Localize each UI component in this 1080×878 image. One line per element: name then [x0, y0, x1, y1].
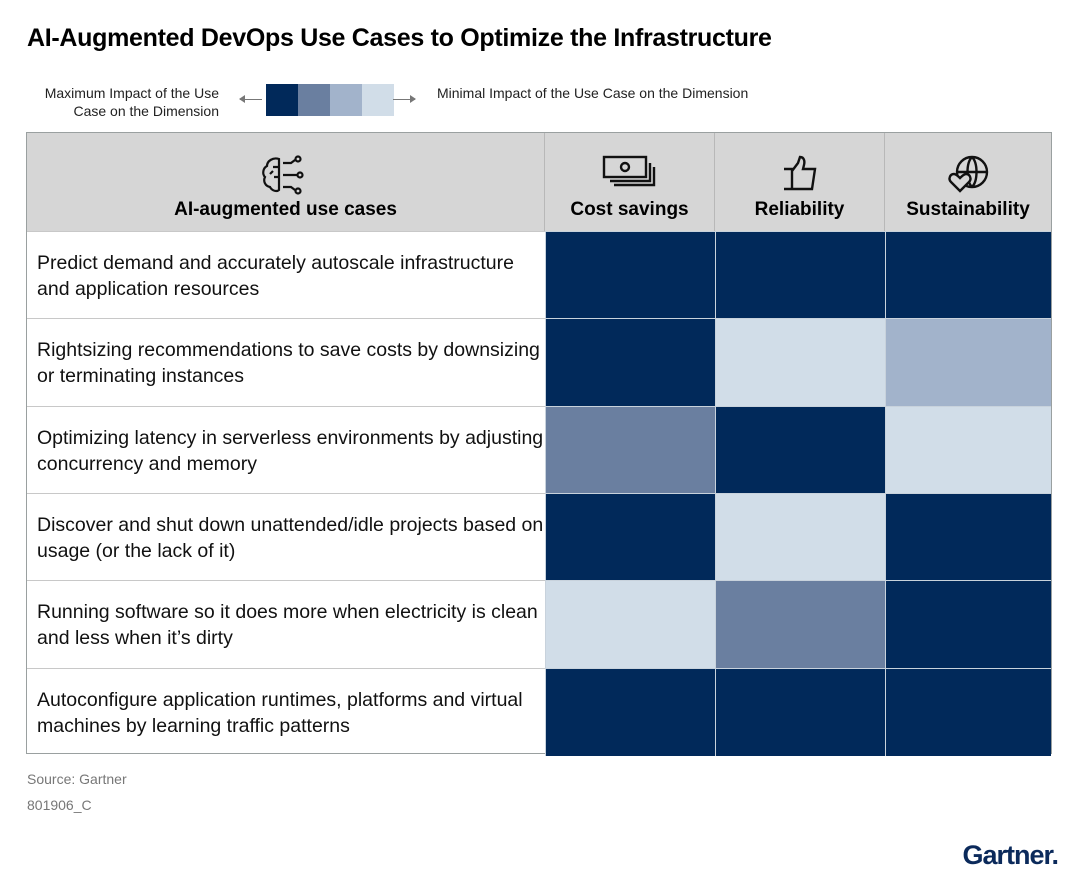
heatmap-cell — [885, 492, 1051, 582]
legend-swatch-4 — [362, 84, 394, 116]
heatmap-cell — [545, 231, 715, 320]
globe-heart-icon — [948, 155, 989, 193]
heatmap-cell — [545, 318, 715, 407]
money-icon — [602, 155, 655, 187]
heatmap-cell — [885, 405, 1051, 494]
legend-arrow-left-icon — [239, 95, 262, 103]
heatmap-cell — [715, 405, 885, 494]
heatmap-cell — [885, 318, 1051, 407]
source-note: Source: Gartner — [27, 771, 127, 787]
header-use-cases: AI-augmented use cases — [27, 133, 545, 231]
chart-title: AI-Augmented DevOps Use Cases to Optimiz… — [27, 24, 772, 52]
heatmap-cell — [715, 667, 885, 756]
row-label: Autoconfigure application runtimes, plat… — [27, 667, 545, 755]
row-label: Optimizing latency in serverless environ… — [27, 405, 545, 493]
row-label: Discover and shut down unattended/idle p… — [27, 492, 545, 580]
brain-network-icon — [261, 155, 304, 195]
header-sustainability: Sustainability — [885, 133, 1051, 231]
heatmap-cell — [545, 405, 715, 494]
header-reliability: Reliability — [715, 133, 885, 231]
legend-min-label: Minimal Impact of the Use Case on the Di… — [437, 85, 749, 101]
column-label: Reliability — [754, 199, 845, 220]
legend-max-label: Maximum Impact of the Use Case on the Di… — [44, 85, 219, 119]
legend-swatch-1 — [266, 84, 298, 116]
heatmap-cell — [715, 231, 885, 320]
heatmap-cell — [715, 580, 885, 669]
legend-swatch-3 — [330, 84, 362, 116]
heatmap-cell — [885, 667, 1051, 756]
heatmap-table: AI-augmented use cases Cost savings Reli… — [26, 132, 1052, 756]
heatmap-cell — [715, 492, 885, 582]
column-label: Cost savings — [570, 199, 689, 220]
legend-arrow-right-icon — [393, 95, 416, 103]
heatmap-cell — [885, 231, 1051, 320]
thumbs-up-icon — [783, 155, 816, 191]
row-label: Rightsizing recommendations to save cost… — [27, 318, 545, 405]
heatmap-cell — [885, 580, 1051, 669]
gartner-logo: Gartner. — [962, 840, 1059, 870]
header-label: AI-augmented use cases — [174, 199, 397, 220]
heatmap-cell — [545, 580, 715, 669]
heatmap-cell — [715, 318, 885, 407]
row-label: Running software so it does more when el… — [27, 580, 545, 667]
column-label: Sustainability — [906, 199, 1030, 220]
header-cost-savings: Cost savings — [545, 133, 715, 231]
legend-swatch-2 — [298, 84, 330, 116]
figure-id: 801906_C — [27, 797, 92, 813]
heatmap-cell — [545, 492, 715, 582]
heatmap-cell — [545, 667, 715, 756]
row-label: Predict demand and accurately autoscale … — [27, 231, 545, 318]
legend-scale — [266, 84, 394, 116]
